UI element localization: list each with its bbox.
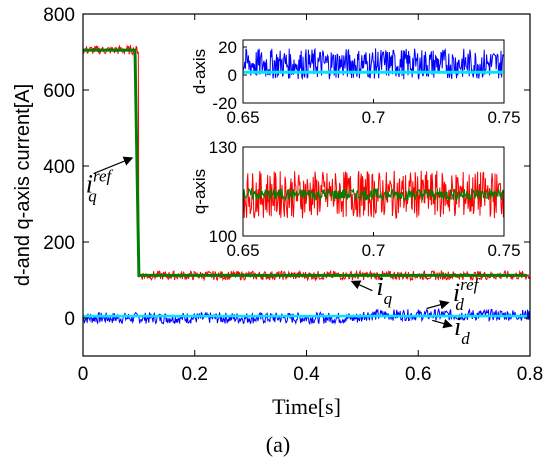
x-axis-label: Time[s] — [272, 394, 341, 419]
y-tick-label: 200 — [43, 233, 75, 254]
y-axis-label: d-and q-axis current[A] — [12, 84, 34, 286]
y-tick-label: 0 — [64, 309, 75, 330]
x-tick-label: 0.8 — [517, 364, 543, 385]
inset-y-tick-label: 0 — [228, 66, 237, 85]
inset-x-tick-label: 0.7 — [362, 108, 386, 127]
x-tick-label: 0.6 — [405, 364, 431, 385]
y-tick-label: 800 — [43, 5, 75, 26]
inset-y-axis-label: q-axis — [190, 169, 209, 214]
annotation-arrow — [93, 156, 134, 175]
inset-x-tick-label: 0.7 — [362, 241, 386, 260]
inset-x-tick-label: 0.65 — [226, 108, 259, 127]
y-tick-label: 400 — [43, 157, 75, 178]
y-tick-label: 600 — [43, 81, 75, 102]
series-iq-ref — [83, 48, 527, 277]
inset-x-tick-label: 0.75 — [487, 108, 520, 127]
annotation-iq: iq — [376, 272, 392, 308]
annotation-arrow — [432, 318, 453, 329]
annotation-arrow — [426, 300, 450, 310]
inset-series-id — [242, 47, 504, 81]
inset-y-tick-label: -20 — [212, 94, 237, 113]
annotation-id-ref: iref d — [453, 275, 481, 314]
inset-x-tick-label: 0.75 — [487, 241, 520, 260]
figure-caption: (a) — [266, 432, 290, 457]
x-tick-label: 0.4 — [293, 364, 320, 385]
inset-x-tick-label: 0.65 — [226, 241, 259, 260]
inset-series-iq-ref — [242, 187, 504, 203]
annotation-arrow — [350, 280, 373, 292]
inset-y-tick-label: 130 — [209, 138, 237, 157]
annotation-id: id — [454, 312, 470, 348]
x-tick-label: 0.2 — [182, 364, 208, 385]
inset-y-tick-label: 100 — [209, 227, 237, 246]
inset-y-axis-label: d-axis — [190, 49, 209, 94]
annotation-iq-ref: iref q — [86, 167, 114, 206]
inset-y-tick-label: 20 — [218, 38, 237, 57]
x-tick-label: 0 — [78, 364, 89, 385]
inset-d-axis-plot: 0.65 0.7 0.75 -20 0 20 d-axis — [190, 38, 521, 127]
